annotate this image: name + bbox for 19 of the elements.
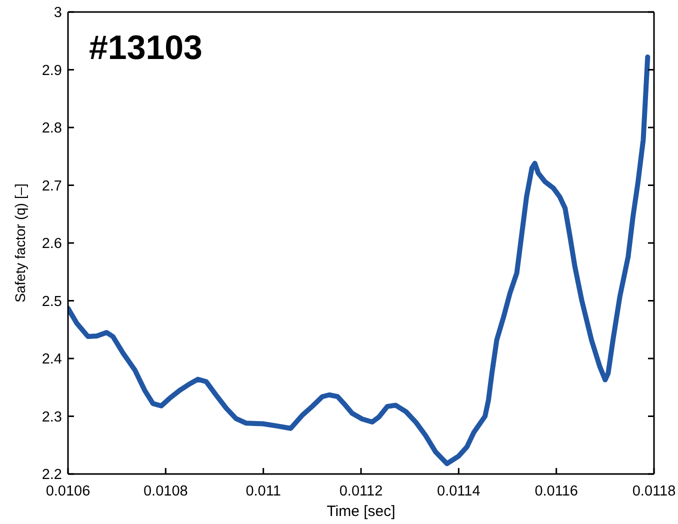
x-tick-label: 0.0116 [534, 483, 578, 500]
x-tick-label: 0.0114 [437, 483, 480, 500]
y-tick-label: 2.2 [42, 467, 62, 484]
y-tick-label: 2.8 [42, 120, 62, 137]
y-tick-label: 2.5 [42, 294, 62, 310]
x-axis-title: Time [sec] [326, 502, 396, 520]
y-tick-label: 2.7 [42, 178, 62, 194]
y-tick-label: 2.9 [42, 62, 62, 79]
x-tick-label: 0.0118 [632, 483, 676, 500]
y-tick-label: 2.4 [42, 352, 62, 368]
y-tick-label: 2.6 [42, 236, 62, 252]
x-tick-label: 0.0106 [46, 483, 90, 500]
x-tick-label: 0.0112 [339, 483, 383, 500]
y-axis-title: Safety factor (q) [–] [12, 183, 28, 303]
x-tick-label: 0.011 [246, 483, 281, 500]
y-tick-label: 2.3 [42, 409, 62, 426]
text: #13103 [89, 29, 202, 67]
x-tick-label: 0.0108 [143, 483, 188, 500]
y-tick-label: 3 [54, 5, 62, 22]
